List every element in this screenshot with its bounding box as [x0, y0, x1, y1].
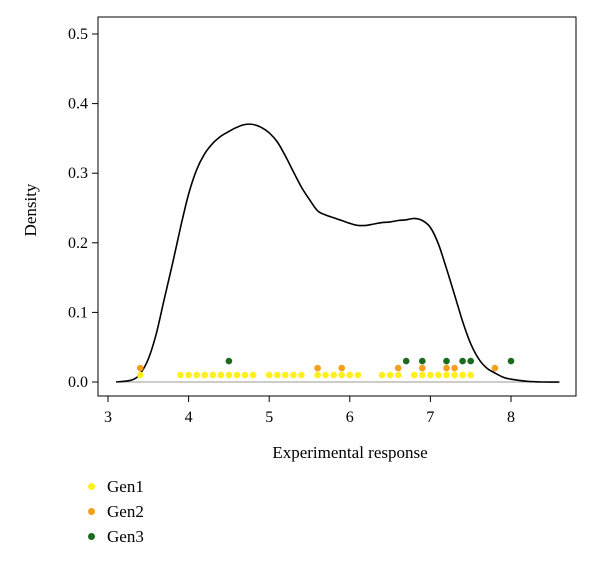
point-gen2	[451, 364, 458, 372]
x-tick-label: 5	[265, 409, 273, 426]
x-axis: 3 4 5 6 7 8	[104, 396, 515, 426]
point-gen1	[386, 371, 394, 379]
point-gen1	[314, 371, 321, 379]
point-gen1	[459, 371, 466, 379]
legend: Gen1 Gen2 Gen3	[88, 474, 144, 549]
legend-dot-gen2	[88, 508, 95, 515]
legend-label-gen2: Gen2	[107, 501, 144, 521]
point-gen1	[290, 371, 297, 379]
point-gen1	[338, 371, 346, 379]
x-tick-label: 8	[507, 409, 515, 426]
y-tick-label: 0.3	[68, 165, 88, 182]
legend-item-gen1: Gen1	[88, 474, 144, 499]
x-tick-label: 7	[426, 409, 434, 426]
point-gen3	[467, 357, 475, 365]
y-tick-label: 0.2	[68, 235, 88, 252]
point-gen1	[330, 371, 338, 379]
point-gen1	[282, 371, 289, 379]
point-gen1	[443, 371, 450, 379]
density-curve	[116, 123, 560, 383]
point-gen1	[322, 371, 329, 379]
y-axis: 0.0 0.1 0.2 0.3 0.4 0.5	[68, 26, 98, 391]
point-gen1	[209, 371, 217, 379]
point-gen2	[491, 364, 499, 372]
point-gen1	[249, 371, 257, 379]
point-gen1	[217, 371, 225, 379]
x-tick-label: 3	[104, 409, 112, 426]
point-gen3	[507, 357, 515, 365]
point-gen1	[136, 371, 144, 379]
point-gen3	[443, 357, 450, 365]
point-gen1	[185, 371, 192, 379]
y-tick-label: 0.5	[68, 26, 88, 43]
point-gen1	[378, 371, 386, 379]
legend-dot-gen3	[88, 533, 95, 540]
point-gen1	[427, 371, 434, 379]
legend-item-gen2: Gen2	[88, 499, 144, 524]
point-gen1	[225, 371, 233, 379]
legend-item-gen3: Gen3	[88, 524, 144, 549]
point-gen1	[411, 371, 418, 379]
point-gen1	[298, 371, 305, 379]
point-gen2	[443, 364, 450, 372]
point-gen1	[435, 371, 442, 379]
point-gen1	[419, 371, 426, 379]
x-tick-label: 6	[346, 409, 354, 426]
legend-label-gen3: Gen3	[107, 526, 144, 546]
point-gen1	[274, 371, 281, 379]
point-gen1	[354, 371, 362, 379]
y-tick-label: 0.0	[68, 374, 88, 391]
y-axis-title: Density	[21, 183, 40, 236]
point-gen3	[419, 357, 426, 365]
point-gen1	[233, 371, 241, 379]
point-gen2	[314, 364, 321, 372]
point-gen1	[201, 371, 208, 379]
rug-points	[136, 357, 515, 379]
point-gen3	[402, 357, 410, 365]
point-gen3	[225, 357, 233, 365]
point-gen1	[265, 371, 273, 379]
point-gen1	[346, 371, 354, 379]
point-gen1	[177, 371, 184, 379]
y-tick-label: 0.1	[68, 304, 88, 321]
point-gen1	[451, 371, 458, 379]
point-gen2	[136, 364, 144, 372]
plot-frame	[97, 16, 577, 397]
legend-label-gen1: Gen1	[107, 476, 144, 496]
point-gen3	[459, 357, 466, 365]
x-axis-title: Experimental response	[272, 443, 427, 462]
point-gen1	[193, 371, 200, 379]
legend-dot-gen1	[88, 483, 95, 490]
point-gen2	[419, 364, 426, 372]
point-gen1	[467, 371, 475, 379]
point-gen1	[394, 371, 402, 379]
y-tick-label: 0.4	[68, 96, 88, 113]
x-tick-label: 4	[185, 409, 193, 426]
point-gen2	[338, 364, 346, 372]
point-gen1	[241, 371, 249, 379]
point-gen2	[394, 364, 402, 372]
